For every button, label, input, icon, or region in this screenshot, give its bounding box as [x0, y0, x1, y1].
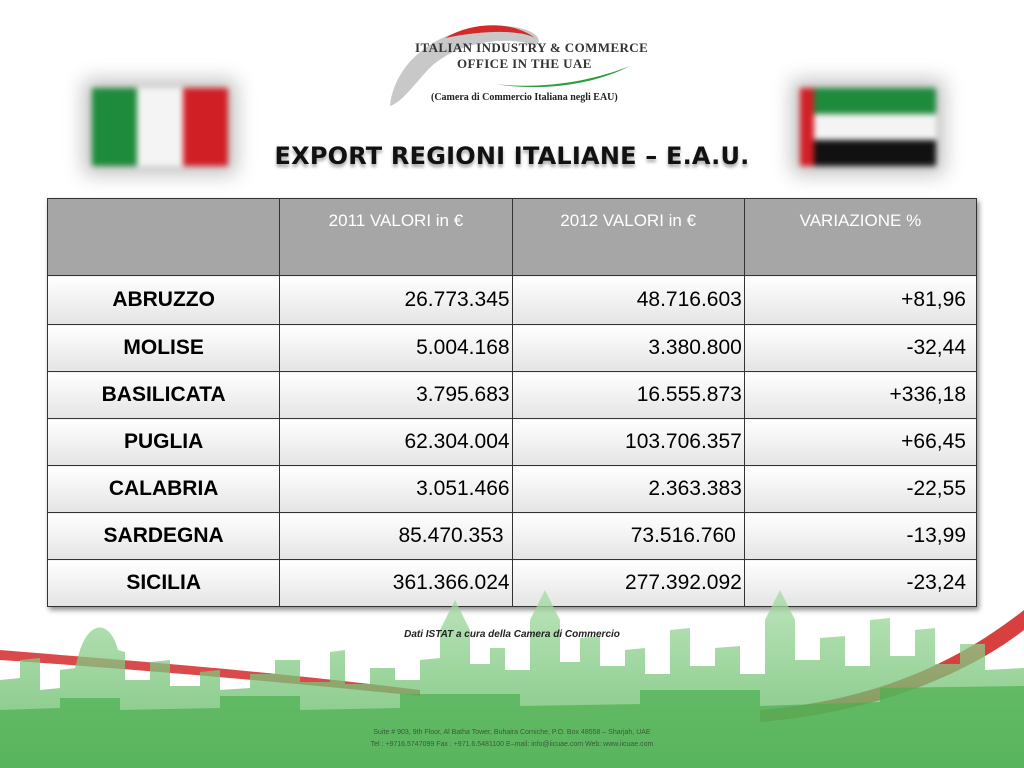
- value-2012-cell: 2.363.383: [511, 465, 745, 513]
- region-cell: MOLISE: [46, 324, 281, 372]
- source-note: Dati ISTAT a cura della Camera di Commer…: [404, 629, 620, 640]
- page-title: EXPORT REGIONI ITALIANE – E.A.U.: [274, 142, 750, 170]
- italy-flag-white: [137, 88, 183, 166]
- value-2012-cell: 16.555.873: [511, 371, 745, 419]
- value-2011-cell: 3.051.466: [279, 465, 513, 513]
- value-2011-cell: 62.304.004: [279, 418, 513, 466]
- table-row: PUGLIA 62.304.004 103.706.357 +66,45: [46, 418, 978, 466]
- table-row: ABRUZZO 26.773.345 48.716.603 +81,96: [46, 275, 978, 325]
- header-region: [46, 198, 281, 276]
- value-2011-cell: 3.795.683: [279, 371, 513, 419]
- logo-title-line1: ITALIAN INDUSTRY & COMMERCE: [415, 40, 649, 55]
- table-row: CALABRIA 3.051.466 2.363.383 -22,55: [46, 465, 978, 513]
- variation-cell: +81,96: [743, 275, 978, 325]
- italy-flag-icon: [92, 88, 228, 166]
- variation-cell: -13,99: [743, 512, 978, 560]
- variation-cell: +336,18: [743, 371, 978, 419]
- value-2012-cell: 103.706.357: [511, 418, 745, 466]
- region-cell: PUGLIA: [46, 418, 281, 466]
- header-2012: 2012 VALORI in €: [511, 198, 745, 276]
- uae-flag-icon: [800, 88, 936, 166]
- table-row: MOLISE 5.004.168 3.380.800 -32,44: [46, 324, 978, 372]
- region-cell: CALABRIA: [46, 465, 281, 513]
- italy-flag-green: [92, 88, 138, 166]
- uae-flag-green: [814, 88, 936, 114]
- region-cell: ABRUZZO: [46, 275, 281, 325]
- italy-flag-red: [182, 88, 228, 166]
- table-row: SICILIA 361.366.024 277.392.092 -23,24: [46, 559, 978, 607]
- footer-address: Suite # 903, 9th Floor, Al Batha Tower, …: [373, 729, 651, 736]
- uae-flag-hoist: [800, 88, 814, 166]
- value-2012-cell: 277.392.092: [511, 559, 745, 607]
- value-2011-cell: 26.773.345: [279, 275, 513, 325]
- header-2011: 2011 VALORI in €: [279, 198, 513, 276]
- uae-flag-black: [814, 140, 936, 166]
- company-logo: ITALIAN INDUSTRY & COMMERCE OFFICE IN TH…: [385, 18, 649, 110]
- skyline-decoration: [0, 590, 1024, 768]
- table-header-row: 2011 VALORI in € 2012 VALORI in € VARIAZ…: [46, 198, 978, 276]
- value-2012-cell: 48.716.603: [511, 275, 745, 325]
- uae-flag-stripes: [814, 88, 936, 166]
- value-2011-cell: 85.470.353: [279, 512, 513, 560]
- footer-contacts: Tel : +9716.5747099 Fax : +971.6.5481100…: [370, 741, 654, 748]
- logo-title-line2: OFFICE IN THE UAE: [457, 56, 592, 71]
- value-2011-cell: 5.004.168: [279, 324, 513, 372]
- variation-cell: -22,55: [743, 465, 978, 513]
- logo-swoosh-icon: [390, 25, 630, 106]
- value-2012-cell: 73.516.760: [511, 512, 745, 560]
- logo-subtitle: (Camera di Commercio Italiana negli EAU): [431, 92, 618, 103]
- value-2012-cell: 3.380.800: [511, 324, 745, 372]
- variation-cell: +66,45: [743, 418, 978, 466]
- region-cell: SICILIA: [46, 559, 281, 607]
- export-table: 2011 VALORI in € 2012 VALORI in € VARIAZ…: [46, 198, 978, 607]
- variation-cell: -32,44: [743, 324, 978, 372]
- region-cell: BASILICATA: [46, 371, 281, 419]
- uae-flag-white: [814, 114, 936, 140]
- table-row: BASILICATA 3.795.683 16.555.873 +336,18: [46, 371, 978, 419]
- region-cell: SARDEGNA: [46, 512, 281, 560]
- table-row: SARDEGNA 85.470.353 73.516.760 -13,99: [46, 512, 978, 560]
- header-variation: VARIAZIONE %: [743, 198, 978, 276]
- value-2011-cell: 361.366.024: [279, 559, 513, 607]
